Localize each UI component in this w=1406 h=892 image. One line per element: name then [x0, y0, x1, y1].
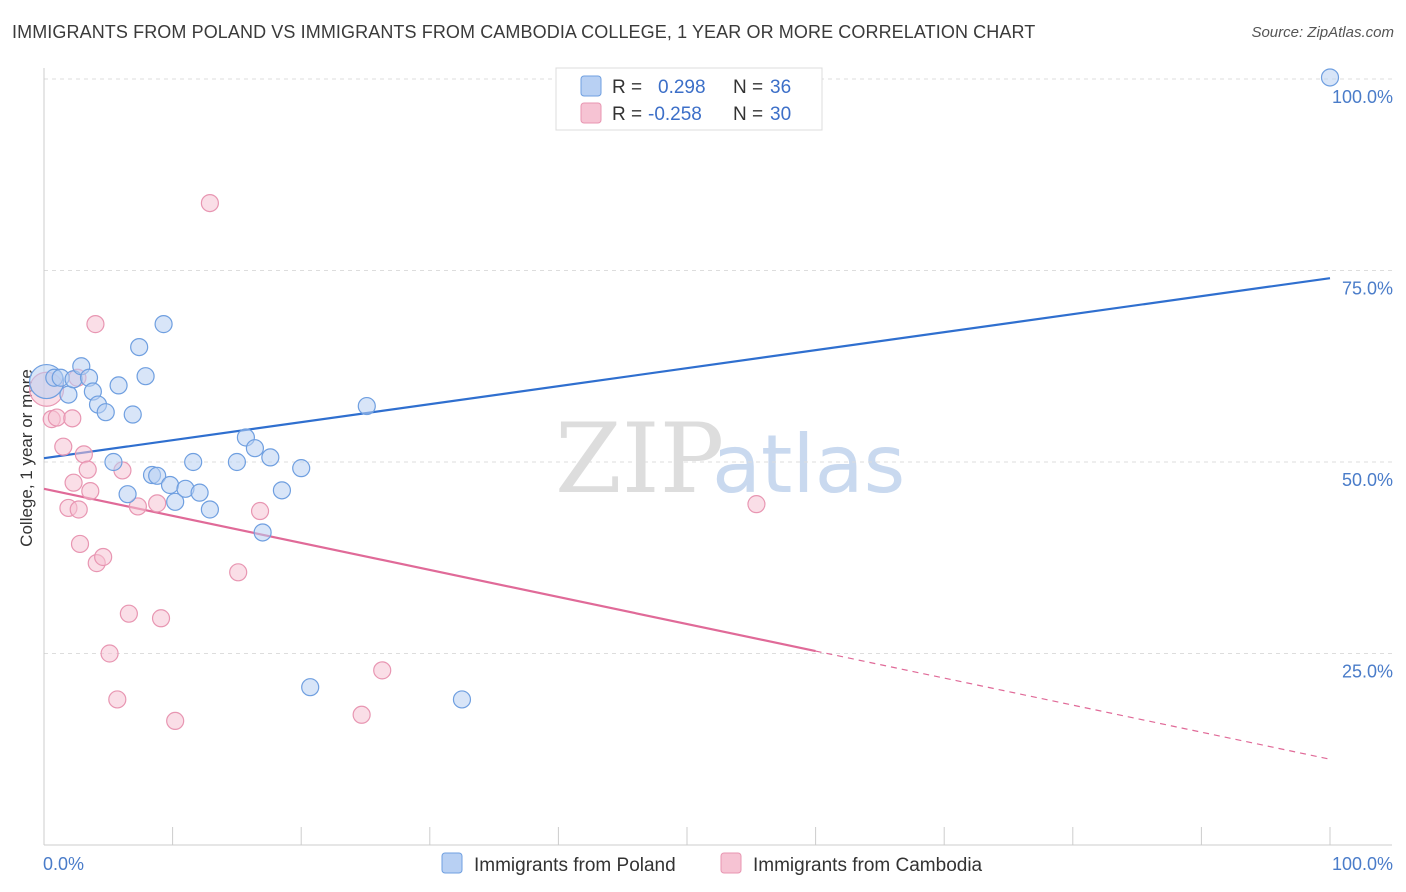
point-cambodia-6: [64, 473, 83, 492]
chart-title: IMMIGRANTS FROM POLAND VS IMMIGRANTS FRO…: [12, 22, 1036, 42]
point-poland-11: [109, 376, 128, 395]
point-cambodia-29: [747, 495, 766, 514]
point-poland-23: [190, 483, 209, 502]
point-poland-28: [253, 523, 272, 542]
point-poland-31: [292, 459, 311, 478]
point-cambodia-13: [86, 315, 105, 334]
point-poland-9: [96, 403, 115, 422]
source-credit: Source: ZipAtlas.com: [1251, 24, 1394, 41]
point-cambodia-16: [100, 644, 119, 663]
trend-line-poland: [43, 277, 1331, 460]
x-tick-label-1: 100.0%: [1332, 854, 1393, 874]
legend-swatch-poland: [580, 75, 602, 97]
point-poland-30: [272, 481, 292, 500]
point-cambodia-17: [108, 690, 127, 709]
legend-cambodia-r-label: R =: [612, 104, 642, 125]
point-cambodia-5: [63, 409, 82, 428]
x-tick-labels: 0.0% 100.0%: [43, 854, 1393, 874]
y-axis-label: College, 1 year or more: [17, 369, 36, 547]
point-poland-34: [452, 690, 472, 709]
legend-poland-r-value: 0.298: [658, 77, 706, 98]
point-poland-25: [227, 452, 246, 472]
point-poland-32: [301, 678, 320, 697]
point-poland-14: [130, 338, 149, 357]
point-poland-13: [123, 405, 142, 424]
series-swatch-cambodia: [720, 852, 742, 874]
watermark-atlas: atlas: [712, 418, 905, 511]
y-tick-label-0: 25.0%: [1342, 662, 1393, 682]
point-cambodia-2: [47, 408, 66, 427]
trend-line-cambodia: [43, 487, 816, 653]
series-label-cambodia: Immigrants from Cambodia: [753, 855, 983, 876]
point-poland-18: [154, 315, 173, 334]
correlation-legend: R = 0.298 N = 36 R = -0.258 N = 30: [555, 67, 823, 131]
point-poland-19: [160, 475, 180, 495]
watermark: ZIP atlas: [555, 403, 905, 515]
point-poland-22: [184, 452, 203, 472]
point-cambodia-22: [151, 609, 171, 628]
legend-poland-r-label: R =: [612, 77, 642, 98]
point-cambodia-19: [119, 604, 138, 623]
point-cambodia-9: [70, 534, 90, 554]
x-tick-label-0: 0.0%: [43, 854, 84, 874]
point-cambodia-25: [229, 563, 248, 582]
point-poland-33: [357, 396, 376, 416]
point-poland-24: [200, 500, 219, 519]
point-cambodia-10: [74, 445, 93, 464]
data-points: [28, 68, 1340, 731]
point-poland-15: [136, 367, 155, 386]
point-cambodia-24: [200, 193, 219, 213]
point-poland-27: [245, 439, 265, 458]
point-poland-29: [261, 448, 280, 467]
axes: [43, 68, 1392, 846]
point-cambodia-26: [250, 501, 270, 521]
point-poland-3: [59, 385, 78, 404]
legend-poland-n-label: N =: [733, 77, 763, 98]
legend-swatch-cambodia: [580, 102, 602, 124]
point-poland-17: [148, 466, 167, 485]
y-tick-label-1: 50.0%: [1342, 470, 1393, 490]
watermark-zip: ZIP: [555, 403, 724, 515]
trend-lines: [43, 277, 1331, 760]
y-tick-label-3: 100.0%: [1332, 87, 1393, 107]
point-poland-12: [118, 485, 137, 504]
legend-cambodia-n-value: 30: [770, 104, 791, 125]
series-swatch-poland: [441, 852, 463, 874]
point-poland-35: [1320, 68, 1340, 87]
point-cambodia-28: [373, 661, 392, 680]
series-label-poland: Immigrants from Poland: [474, 855, 676, 876]
point-cambodia-20: [128, 497, 147, 516]
point-cambodia-12: [81, 482, 100, 501]
point-cambodia-21: [148, 494, 167, 513]
point-poland-20: [166, 492, 185, 511]
trend-line-extension-cambodia: [815, 650, 1331, 760]
y-tick-labels: 25.0% 50.0% 75.0% 100.0%: [1332, 87, 1393, 682]
point-cambodia-15: [94, 547, 113, 567]
legend-cambodia-r-value: -0.258: [648, 104, 702, 125]
point-cambodia-23: [166, 711, 185, 731]
point-cambodia-27: [352, 705, 371, 724]
point-poland-10: [104, 452, 123, 472]
legend-cambodia-n-label: N =: [733, 104, 763, 125]
y-tick-label-2: 75.0%: [1342, 279, 1393, 299]
legend-poland-n-value: 36: [770, 77, 791, 98]
point-cambodia-3: [54, 437, 73, 456]
series-legend: Immigrants from Poland Immigrants from C…: [441, 852, 983, 876]
grid-lines: [44, 78, 1392, 654]
point-cambodia-11: [78, 460, 97, 479]
point-cambodia-8: [69, 500, 88, 519]
